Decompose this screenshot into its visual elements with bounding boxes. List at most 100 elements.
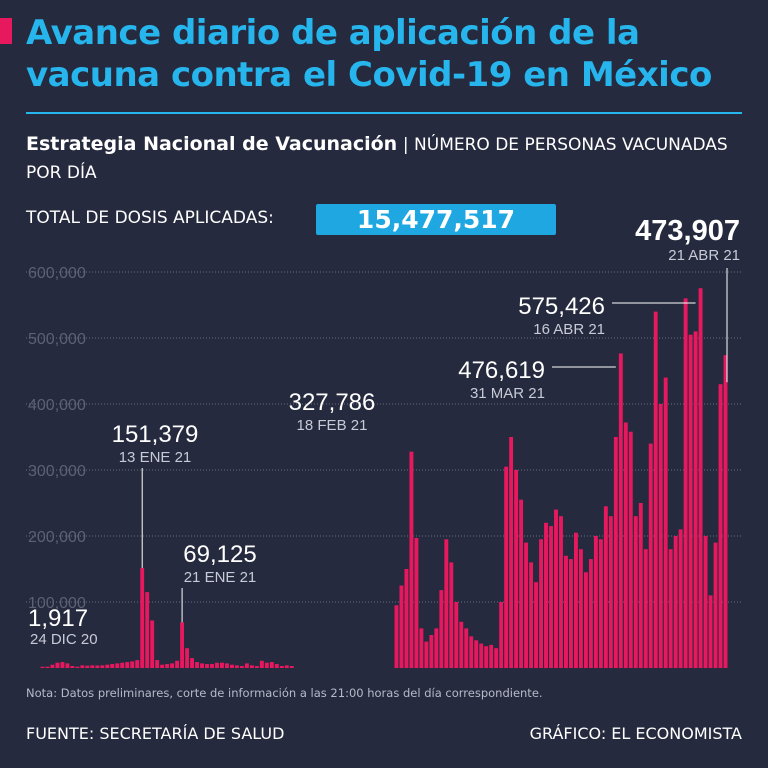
annotation-date: 21 ENE 21 bbox=[184, 569, 257, 586]
bar bbox=[399, 585, 404, 668]
bar bbox=[45, 666, 50, 668]
bar bbox=[264, 662, 269, 668]
bar bbox=[90, 665, 95, 668]
annotation-value: 575,426 bbox=[518, 293, 605, 320]
bar bbox=[534, 582, 539, 668]
bar bbox=[120, 662, 125, 668]
annotation-value: 69,125 bbox=[183, 541, 256, 568]
bar bbox=[409, 451, 414, 668]
bar bbox=[519, 499, 524, 668]
bar bbox=[220, 662, 224, 668]
bar bbox=[249, 665, 254, 668]
annotation-date: 21 ABR 21 bbox=[668, 247, 740, 264]
bar bbox=[40, 666, 45, 668]
bar bbox=[559, 516, 563, 668]
annotation-date: 18 FEB 21 bbox=[297, 417, 368, 434]
bar bbox=[454, 602, 459, 668]
bar bbox=[524, 542, 529, 668]
bar bbox=[135, 660, 140, 668]
bar bbox=[678, 529, 683, 668]
bar bbox=[279, 666, 284, 668]
bar bbox=[474, 640, 479, 668]
bar bbox=[638, 503, 643, 668]
bar bbox=[200, 663, 204, 668]
bar bbox=[658, 404, 663, 668]
annotation-value: 151,379 bbox=[112, 421, 199, 448]
bar bbox=[234, 665, 239, 668]
bar bbox=[239, 666, 244, 668]
bar bbox=[653, 311, 658, 668]
bar bbox=[70, 666, 75, 668]
bar bbox=[603, 506, 608, 668]
bar bbox=[459, 621, 464, 668]
bar bbox=[160, 664, 165, 668]
total-doses-value: 15,477,517 bbox=[316, 204, 556, 235]
bar bbox=[573, 532, 578, 668]
y-tick-label: 100,000 bbox=[28, 595, 86, 612]
bar bbox=[195, 662, 199, 668]
bar bbox=[494, 648, 499, 668]
footnote: Nota: Datos preliminares, corte de infor… bbox=[26, 686, 543, 700]
bar bbox=[479, 643, 484, 668]
bar bbox=[469, 636, 474, 668]
bar bbox=[185, 648, 190, 668]
annotation-date: 13 ENE 21 bbox=[119, 449, 192, 466]
bar bbox=[499, 602, 504, 668]
bar bbox=[254, 666, 259, 668]
bar bbox=[668, 549, 673, 668]
bar bbox=[274, 664, 279, 668]
bar bbox=[693, 331, 698, 668]
bar bbox=[125, 662, 130, 668]
y-tick-label: 300,000 bbox=[28, 463, 86, 480]
bar bbox=[444, 539, 449, 668]
bar bbox=[708, 595, 713, 668]
bar bbox=[578, 549, 583, 668]
annotation-value: 1,917 bbox=[28, 605, 88, 632]
bar bbox=[703, 536, 708, 668]
subtitle: Estrategia Nacional de Vacunación | NÚME… bbox=[26, 130, 746, 187]
bar bbox=[244, 663, 249, 668]
bar bbox=[115, 663, 120, 668]
bar bbox=[564, 555, 568, 668]
annotation-value: 473,907 bbox=[635, 215, 740, 247]
bar bbox=[110, 664, 115, 668]
bar bbox=[55, 662, 60, 668]
annotation-value: 476,619 bbox=[458, 357, 545, 384]
bar bbox=[429, 635, 434, 668]
grid-lines bbox=[26, 271, 742, 603]
bar bbox=[180, 622, 185, 668]
bar bbox=[504, 466, 509, 668]
bar bbox=[434, 628, 439, 668]
bar bbox=[613, 437, 618, 668]
annotation-date: 24 DIC 20 bbox=[30, 631, 98, 648]
bar bbox=[618, 353, 623, 668]
bar bbox=[514, 470, 519, 668]
bar bbox=[95, 665, 100, 668]
bar bbox=[598, 539, 603, 668]
source-credit: FUENTE: SECRETARÍA DE SALUD bbox=[26, 724, 285, 743]
bar bbox=[100, 665, 105, 668]
bar bbox=[65, 663, 70, 668]
bar bbox=[205, 664, 209, 668]
bar bbox=[419, 628, 424, 668]
bars bbox=[40, 288, 728, 668]
bar bbox=[105, 664, 110, 668]
total-doses-label: TOTAL DE DOSIS APLICADAS: bbox=[26, 208, 274, 228]
bar bbox=[633, 516, 638, 668]
bar bbox=[80, 665, 85, 668]
y-tick-label: 600,000 bbox=[28, 265, 86, 282]
bar bbox=[210, 664, 214, 668]
subtitle-description: | NÚMERO DE PERSONAS VACUNADAS POR DÍA bbox=[26, 135, 728, 183]
y-tick-label: 200,000 bbox=[28, 529, 86, 546]
bar bbox=[394, 605, 399, 668]
bar bbox=[175, 660, 180, 668]
bar bbox=[140, 568, 145, 668]
y-tick-label: 500,000 bbox=[28, 331, 86, 348]
bar bbox=[529, 562, 534, 668]
bar bbox=[424, 641, 429, 668]
bar bbox=[289, 666, 294, 668]
bar bbox=[509, 437, 514, 668]
graphic-credit: GRÁFICO: EL ECONOMISTA bbox=[529, 724, 742, 743]
bar bbox=[165, 664, 170, 668]
